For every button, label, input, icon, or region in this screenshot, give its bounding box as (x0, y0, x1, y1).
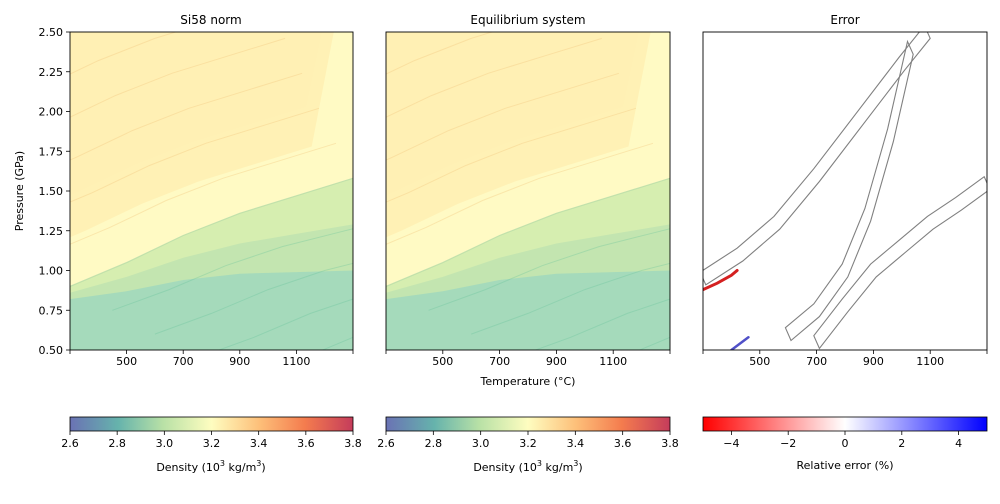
panel-title-si58: Si58 norm (180, 13, 241, 27)
y-tick-label: 1.00 (39, 265, 64, 278)
x-tick-label: 700 (173, 355, 194, 368)
plot-equilibrium (250, 0, 670, 350)
colorbar-tick-label: −4 (723, 437, 739, 450)
x-tick-label: 700 (489, 355, 510, 368)
colorbar-tick-label: 3.4 (250, 437, 268, 450)
colorbar-tick-label: 3.2 (203, 437, 221, 450)
contour-line-1 (386, 142, 654, 245)
plot-si58 (0, 0, 363, 377)
contour-line-1 (70, 142, 337, 245)
contour-low-3 (534, 298, 670, 350)
contour-line-4 (70, 37, 286, 118)
colorbar-tick-label: −2 (780, 437, 796, 450)
y-tick-label: 2.25 (39, 66, 64, 79)
colorbar-label-density-1: Density (103 kg/m3) (156, 459, 265, 474)
error-background (703, 32, 987, 350)
x-tick-label: 900 (863, 355, 884, 368)
contour-line-5 (70, 32, 178, 75)
colorbar-tick-label: 2.8 (108, 437, 126, 450)
phase-boundary (386, 177, 670, 287)
density-low-band-2 (70, 270, 353, 350)
phase-boundary (70, 177, 353, 287)
colorbar-tick-label: 3.6 (297, 437, 315, 450)
colorbar-tick-label: 3.8 (661, 437, 679, 450)
panel-title-error: Error (830, 13, 859, 27)
colorbar-label-density-2: Density (103 kg/m3) (473, 459, 582, 474)
x-tick-label: 1100 (599, 355, 627, 368)
colorbar-tick-label: 2.6 (61, 437, 79, 450)
contour-line-8 (250, 0, 534, 7)
x-tick-label: 500 (116, 355, 137, 368)
y-tick-label: 1.25 (39, 225, 64, 238)
y-tick-label: 2.50 (39, 26, 64, 39)
x-axis-label: Temperature (°C) (480, 375, 576, 388)
y-tick-label: 1.75 (39, 145, 64, 158)
error-contour-0 (703, 32, 931, 286)
x-tick-label: 1100 (282, 355, 310, 368)
density-band-3 (386, 32, 651, 238)
y-tick-label: 1.50 (39, 185, 64, 198)
colorbar-tick-label: 2.6 (377, 437, 395, 450)
colorbar-tick-label: 3.0 (156, 437, 174, 450)
axes-frame-1 (385, 31, 671, 351)
x-tick-label: 700 (806, 355, 827, 368)
x-tick-label: 1100 (916, 355, 944, 368)
colorbar-density-1 (69, 416, 354, 432)
colorbar-tick-label: 3.4 (567, 437, 585, 450)
x-tick-label: 900 (546, 355, 567, 368)
contour-low-2 (471, 262, 670, 335)
colorbar-tick-label: 3.8 (344, 437, 362, 450)
error-blue-region (730, 336, 750, 350)
contour-low-1 (112, 228, 353, 311)
contour-low-2 (154, 262, 353, 335)
density-low-band-3 (65, 360, 363, 377)
colorbar-density-2 (385, 416, 671, 432)
colorbar-tick-label: 3.0 (472, 437, 490, 450)
plot-error (703, 32, 987, 350)
colorbar-error (702, 416, 988, 432)
colorbar-tick-label: 3.6 (614, 437, 632, 450)
contour-line-8 (0, 0, 217, 7)
colorbar-tick-label: 2 (898, 437, 905, 450)
y-tick-label: 0.75 (39, 304, 64, 317)
panel-title-equilibrium: Equilibrium system (470, 13, 585, 27)
colorbar-tick-label: 3.2 (519, 437, 537, 450)
contour-line-5 (386, 32, 494, 75)
colorbar-tick-label: 4 (955, 437, 962, 450)
colorbar-label-error: Relative error (%) (796, 459, 893, 472)
contour-line-4 (386, 37, 602, 118)
contour-line-2 (70, 107, 320, 203)
contour-line-2 (386, 107, 637, 203)
y-axis-label: Pressure (GPa) (13, 151, 26, 231)
density-band-3 (70, 32, 334, 238)
contour-low-3 (217, 298, 353, 350)
y-tick-label: 0.50 (39, 344, 64, 357)
colorbar-ticks: 2.6 2.8 3.0 3.2 3.4 3.6 3.8 2.6 2.8 3.0 3.2 3.4 3.6 3… (61, 431, 962, 450)
error-contour-1 (784, 39, 914, 342)
y-tick-label: 2.00 (39, 106, 64, 119)
contour-line-3 (70, 72, 303, 161)
contour-low-1 (428, 228, 670, 311)
x-tick-label: 500 (749, 355, 770, 368)
colorbar-tick-label: 0 (842, 437, 849, 450)
density-low-band-2 (386, 270, 670, 350)
contour-line-3 (386, 72, 620, 161)
colorbar-tick-label: 2.8 (425, 437, 443, 450)
axes-frame-2 (702, 31, 988, 351)
error-contour-2 (813, 175, 987, 350)
error-red-region (703, 269, 739, 292)
axes-layer: 500 700 900 1100 0.50 0.75 1.00 1.25 1.50 1.75 2.0… (39, 26, 988, 368)
x-tick-label: 500 (432, 355, 453, 368)
x-tick-label: 900 (229, 355, 250, 368)
